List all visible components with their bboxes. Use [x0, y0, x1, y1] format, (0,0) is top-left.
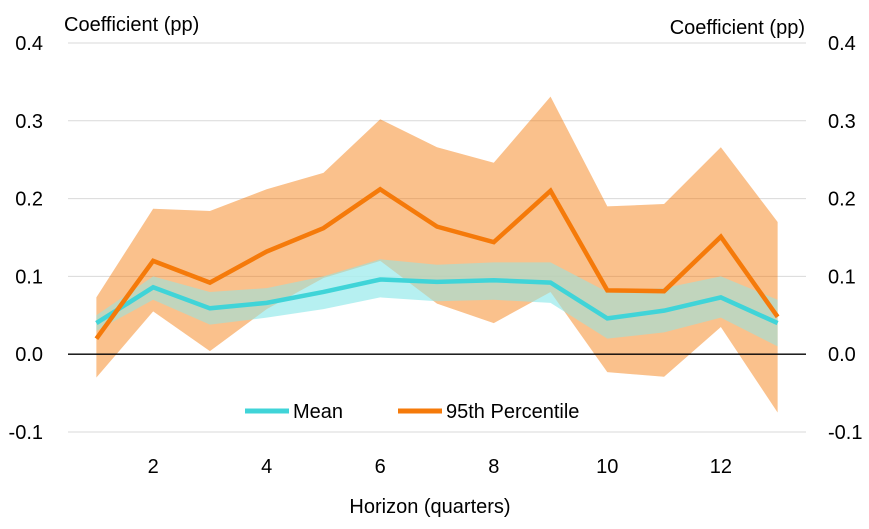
x-axis-title: Horizon (quarters) — [349, 496, 510, 518]
x-axis: 2 4 6 8 10 12 — [148, 456, 732, 478]
y-axis-left: -0.1 0.0 0.1 0.2 0.3 0.4 — [9, 33, 43, 444]
x-tick-label: 2 — [148, 456, 159, 478]
y-tick-label-left: 0.4 — [15, 33, 43, 55]
x-tick-label: 4 — [261, 456, 272, 478]
x-tick-label: 12 — [710, 456, 732, 478]
y-tick-label-left: 0.3 — [15, 111, 43, 133]
y-tick-label-right: 0.3 — [828, 111, 856, 133]
legend-label-mean: Mean — [293, 401, 343, 423]
legend-label-95th: 95th Percentile — [446, 401, 579, 423]
y-tick-label-right: 0.1 — [828, 266, 856, 288]
y-tick-label-left: -0.1 — [9, 422, 43, 444]
y-tick-label-left: 0.1 — [15, 266, 43, 288]
confidence-bands — [96, 96, 778, 413]
y-axis-right: -0.1 0.0 0.1 0.2 0.3 0.4 — [828, 33, 862, 444]
x-tick-label: 6 — [375, 456, 386, 478]
y-tick-label-right: 0.4 — [828, 33, 856, 55]
y-tick-label-right: -0.1 — [828, 422, 862, 444]
y-axis-title-left: Coefficient (pp) — [64, 14, 199, 36]
y-tick-label-left: 0.0 — [15, 344, 43, 366]
band-95th-percentile-overlay — [96, 96, 778, 413]
x-tick-label: 10 — [596, 456, 618, 478]
series-lines — [94, 186, 780, 340]
x-tick-label: 8 — [488, 456, 499, 478]
y-tick-label-right: 0.0 — [828, 344, 856, 366]
legend: Mean 95th Percentile — [245, 401, 579, 423]
y-axis-title-right: Coefficient (pp) — [670, 17, 805, 39]
y-tick-label-right: 0.2 — [828, 189, 856, 211]
band-mean — [96, 259, 778, 347]
y-tick-label-left: 0.2 — [15, 189, 43, 211]
